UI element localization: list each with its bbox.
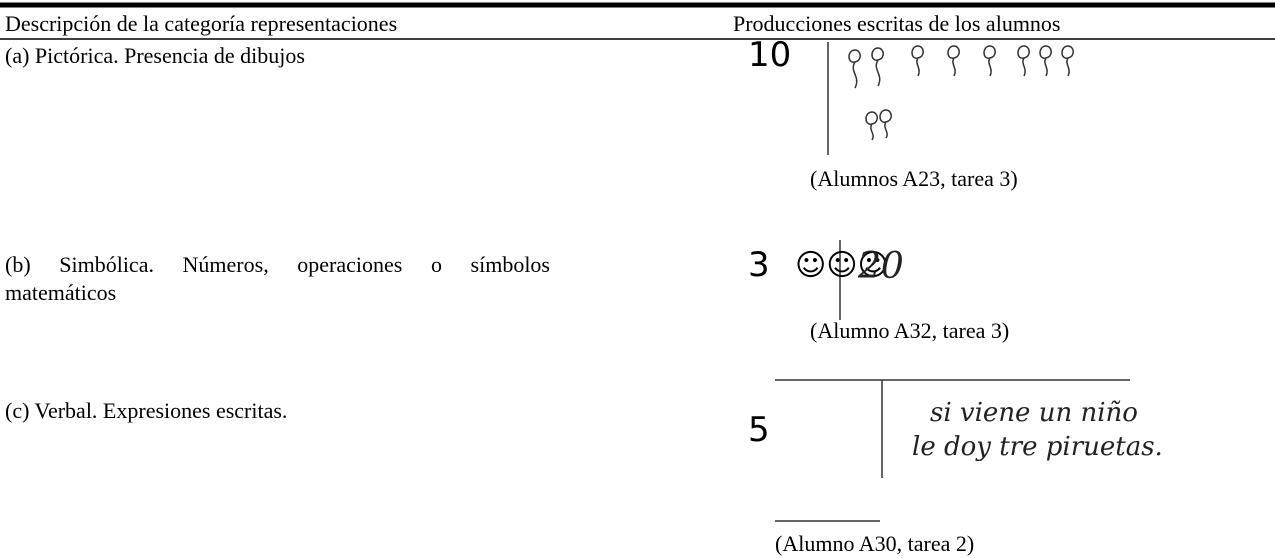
row-number: 3 <box>748 245 770 285</box>
row-caption: (Alumnos A23, tarea 3) <box>810 166 1018 191</box>
header-col1: Descripción de la categoría representaci… <box>5 11 398 36</box>
handwriting: si viene un niño <box>930 398 1138 428</box>
handwriting: 20 <box>858 246 904 287</box>
handwriting: le doy tre piruetas. <box>912 432 1163 462</box>
row-caption: (Alumno A32, tarea 3) <box>810 318 1010 343</box>
row-description: (a) Pictórica. Presencia de dibujos <box>5 43 305 68</box>
row-caption: (Alumno A30, tarea 2) <box>775 531 975 556</box>
row-number: 10 <box>748 35 792 75</box>
smileys: ☺☺☺ <box>795 248 889 283</box>
drawing-balloons <box>775 42 1130 522</box>
row-description: (c) Verbal. Expresiones escritas. <box>5 398 288 423</box>
row-number: 5 <box>748 410 770 450</box>
header-col2: Producciones escritas de los alumnos <box>733 11 1061 36</box>
row-description: (b) Simbólica. Números, operaciones o sí… <box>5 252 550 305</box>
